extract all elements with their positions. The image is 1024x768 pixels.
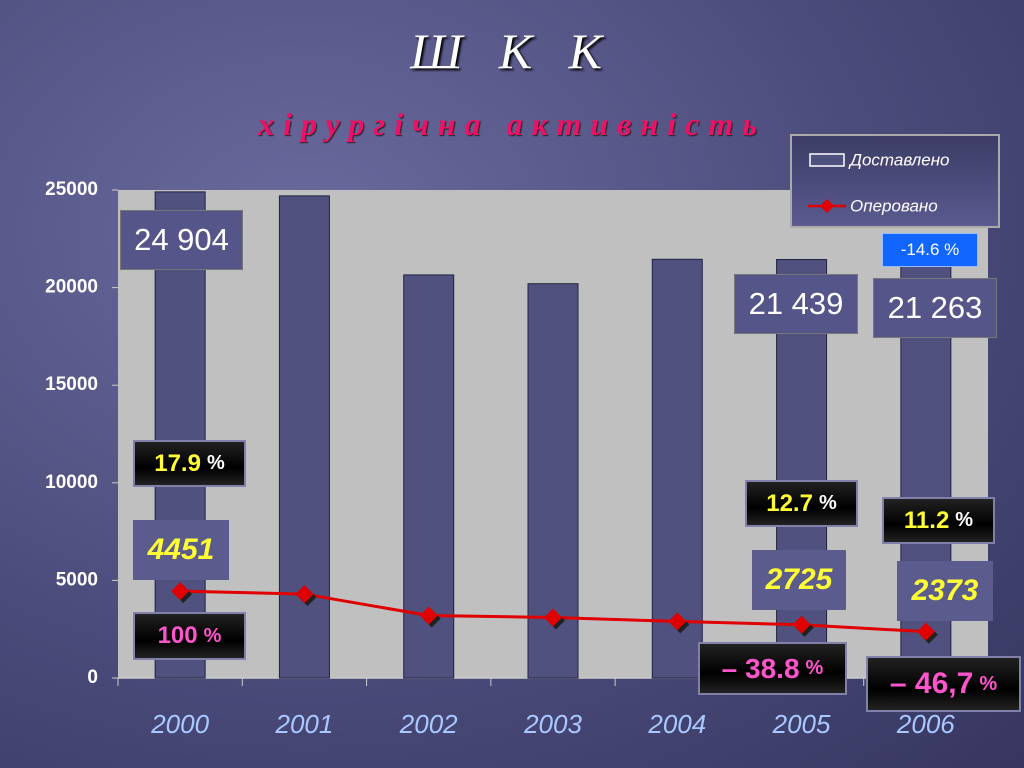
annotation: 17.9% — [133, 440, 246, 487]
chart-subtitle: хірургічна активність — [258, 106, 766, 142]
annotation: – 46,7% — [866, 656, 1021, 712]
marker — [544, 608, 562, 627]
marker — [419, 606, 438, 625]
annotation-unit: % — [955, 509, 974, 531]
annotation-number: – 46,7 — [889, 667, 974, 700]
bar — [651, 258, 703, 679]
annotation-number: 12.7 — [766, 489, 813, 517]
marker — [295, 585, 314, 604]
value-label: 2725 — [752, 550, 846, 610]
annotation: 12.7% — [745, 480, 858, 527]
annotation: 100% — [133, 612, 246, 660]
value-label: 4451 — [133, 520, 229, 580]
x-tick-label: 2002 — [399, 709, 458, 739]
value-label: 24 904 — [120, 210, 243, 270]
value-label: 21 439 — [734, 274, 858, 334]
legend-swatches: Доставлено Оперовано — [808, 150, 950, 215]
annotation: -14.6 % — [882, 233, 978, 267]
y-tick-label: 25000 — [45, 179, 98, 200]
legend: Доставлено Оперовано — [790, 134, 1000, 228]
annotation: – 38.8% — [698, 642, 847, 695]
y-tick-label: 15000 — [45, 374, 98, 395]
bar — [278, 195, 330, 679]
annotation-number: – 38.8 — [721, 652, 800, 684]
x-tick-label: 2000 — [150, 709, 209, 739]
annotation-unit: % — [203, 624, 222, 647]
x-tick-label: 2004 — [647, 709, 706, 739]
annotation-unit: % — [206, 452, 225, 474]
value-label: 21 263 — [873, 278, 997, 338]
annotation-number: 17.9 — [154, 449, 201, 477]
y-tick-label: 20000 — [45, 277, 98, 298]
legend-marker — [820, 199, 834, 213]
marker — [171, 582, 190, 601]
marker — [668, 612, 687, 631]
y-tick-label: 10000 — [45, 472, 98, 493]
annotation-number: 100 — [157, 622, 198, 649]
x-tick-label: 2006 — [896, 709, 955, 739]
annotation: 11.2% — [882, 497, 995, 544]
value-label: 2373 — [897, 561, 993, 621]
annotation-unit: % — [805, 657, 824, 679]
chart-title: Ш К К — [410, 23, 614, 79]
y-tick-label: 0 — [87, 667, 98, 688]
annotation-number: 11.2 — [903, 506, 950, 534]
legend-label: Оперовано — [850, 196, 938, 215]
x-tick-label: 2005 — [772, 709, 831, 739]
marker — [792, 615, 811, 634]
marker — [916, 622, 935, 641]
x-tick-label: 2001 — [275, 709, 334, 739]
legend-label: Доставлено — [848, 150, 950, 169]
y-tick-label: 5000 — [56, 569, 98, 590]
annotation-unit: % — [979, 672, 998, 695]
annotation-unit: % — [818, 492, 837, 514]
x-tick-label: 2003 — [523, 709, 582, 739]
legend-swatch — [809, 153, 845, 167]
